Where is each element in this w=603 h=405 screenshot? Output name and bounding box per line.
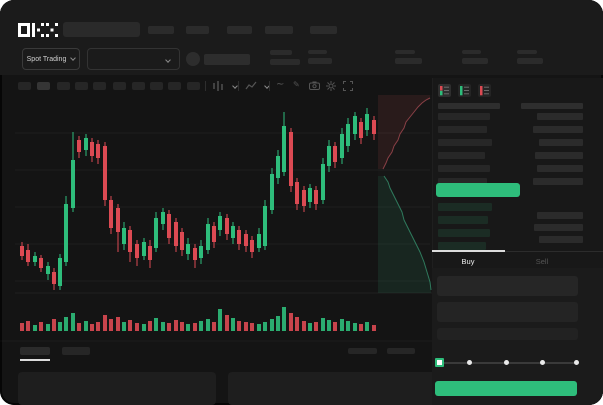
buy-submit-button[interactable]	[435, 381, 577, 396]
orders-panel-placeholder	[18, 372, 216, 405]
orders-tab-placeholder[interactable]	[62, 347, 90, 355]
depth-chart-group	[378, 95, 432, 293]
amount-input[interactable]	[437, 302, 578, 322]
interval-button[interactable]	[150, 82, 163, 90]
okx-logo[interactable]	[18, 23, 58, 37]
ask-price-placeholder[interactable]	[438, 139, 492, 146]
chart-settings-gear-icon[interactable]	[326, 80, 336, 91]
interval-button[interactable]	[132, 82, 145, 90]
nav-item-placeholder[interactable]	[227, 26, 252, 34]
bid-price-placeholder[interactable]	[438, 229, 490, 237]
toolbar-divider	[205, 81, 206, 91]
ask-price-placeholder[interactable]	[438, 152, 485, 159]
last-price-label-placeholder	[270, 50, 292, 55]
total-field-placeholder	[437, 328, 578, 340]
orders-panel-placeholder	[228, 372, 440, 405]
orderbook-view-bids-icon[interactable]	[458, 84, 471, 97]
depth-chart-background	[378, 95, 432, 293]
interval-button[interactable]	[93, 82, 106, 90]
interval-button[interactable]	[113, 82, 126, 90]
tab-buy[interactable]: Buy	[461, 257, 475, 266]
interval-button[interactable]	[168, 82, 181, 90]
amount-column-header-placeholder	[521, 103, 583, 109]
ask-amount-placeholder[interactable]	[539, 139, 583, 146]
nav-item-placeholder[interactable]	[148, 26, 174, 34]
bid-amount-placeholder[interactable]	[534, 224, 583, 231]
nav-item-placeholder[interactable]	[186, 26, 209, 34]
percent-slider-handle[interactable]	[435, 358, 444, 367]
interval-button[interactable]	[37, 82, 50, 90]
active-tab-underline	[20, 359, 50, 361]
slider-stop-100[interactable]	[574, 360, 579, 365]
market-type-label: Spot Trading	[26, 55, 67, 63]
fullscreen-icon[interactable]	[343, 81, 353, 91]
tab-divider	[432, 251, 603, 252]
ask-price-placeholder[interactable]	[438, 165, 490, 172]
ask-amount-placeholder[interactable]	[537, 113, 583, 120]
ask-price-placeholder[interactable]	[438, 178, 487, 185]
slider-stop-75[interactable]	[540, 360, 545, 365]
line-tool-icon[interactable]: ∼	[276, 79, 285, 90]
coin-icon	[186, 52, 200, 66]
pair-name-placeholder[interactable]	[204, 54, 250, 65]
slider-stop-25[interactable]	[467, 360, 472, 365]
volume-bars-group	[20, 307, 376, 331]
ask-price-placeholder[interactable]	[438, 126, 487, 133]
nav-item-placeholder[interactable]	[310, 26, 337, 34]
ticker-stat-label	[395, 50, 415, 54]
gridlines	[0, 132, 432, 342]
price-column-header-placeholder	[438, 103, 500, 109]
pair-selector-dropdown[interactable]	[87, 48, 180, 70]
interval-button[interactable]	[187, 82, 200, 90]
ask-amount-placeholder[interactable]	[533, 126, 583, 133]
ask-amount-placeholder[interactable]	[533, 178, 583, 185]
candles-group	[20, 108, 376, 290]
tab-sell[interactable]: Sell	[535, 257, 549, 266]
indicators-icon[interactable]	[245, 81, 257, 91]
ticker-stat-value	[308, 58, 332, 64]
footer-button-placeholder[interactable]	[387, 348, 415, 354]
bid-price-placeholder[interactable]	[438, 242, 486, 250]
chevron-down-icon	[165, 57, 171, 63]
buy-tab-indicator	[432, 250, 505, 252]
ticker-stat-value	[395, 58, 422, 64]
price-input[interactable]	[437, 276, 578, 296]
draw-tool-icon[interactable]: ✎	[293, 80, 300, 89]
ticker-stat-label	[462, 50, 481, 54]
bid-price-placeholder[interactable]	[438, 203, 492, 211]
slider-stop-50[interactable]	[504, 360, 509, 365]
interval-button[interactable]	[57, 82, 70, 90]
last-price-highlight[interactable]	[436, 183, 520, 197]
ask-amount-placeholder[interactable]	[537, 165, 583, 172]
chevron-down-icon	[70, 55, 77, 61]
ticker-stat-label	[517, 50, 537, 54]
bid-amount-placeholder[interactable]	[537, 212, 583, 219]
toolbar-divider	[269, 81, 270, 91]
chevron-down-icon[interactable]	[232, 83, 238, 89]
interval-button[interactable]	[75, 82, 88, 90]
ticker-stat-value	[462, 58, 488, 64]
screenshot-camera-icon[interactable]	[309, 81, 320, 90]
orderbook-view-asks-icon[interactable]	[478, 84, 491, 97]
orderbook-view-combined-icon[interactable]	[438, 84, 451, 97]
ticker-stat-label	[308, 50, 327, 54]
ask-amount-placeholder[interactable]	[535, 152, 583, 159]
ask-price-placeholder[interactable]	[438, 113, 490, 120]
market-type-dropdown[interactable]: Spot Trading	[22, 48, 80, 70]
nav-item-placeholder[interactable]	[265, 26, 293, 34]
last-price-value-placeholder	[270, 59, 300, 65]
toolbar-divider	[238, 81, 239, 91]
top-header	[0, 0, 603, 75]
search-input[interactable]	[63, 22, 140, 37]
bid-price-placeholder[interactable]	[438, 216, 488, 224]
footer-button-placeholder[interactable]	[348, 348, 377, 354]
orders-tab-active-placeholder[interactable]	[20, 347, 50, 355]
interval-button[interactable]	[18, 82, 31, 90]
candle-style-icon[interactable]	[212, 81, 224, 91]
ticker-stat-value	[517, 58, 543, 64]
bid-amount-placeholder[interactable]	[539, 236, 583, 243]
